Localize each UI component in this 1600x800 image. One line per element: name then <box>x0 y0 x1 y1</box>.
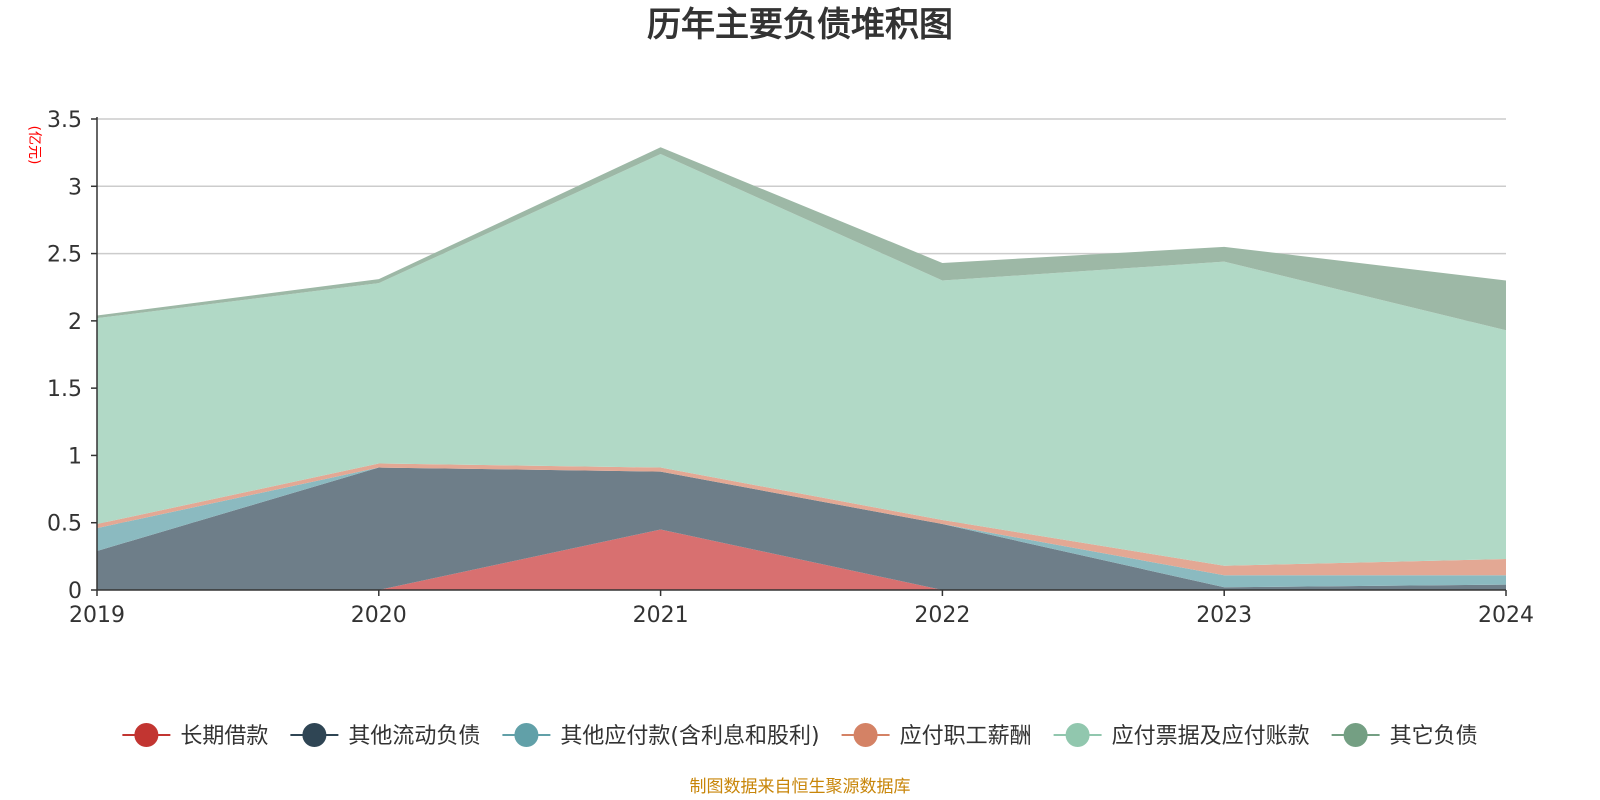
legend-item-6[interactable]: 其它负债 <box>1331 723 1478 749</box>
legend-label: 应付票据及应付账款 <box>1112 724 1310 749</box>
axes: 0 0.5 1 1.5 2 2.5 3 3.5 2019 2020 2021 2022 2023 2024 <box>47 108 1534 628</box>
area-series-5 <box>97 153 1506 566</box>
area-series-3 <box>97 467 1506 588</box>
area-series-2 <box>97 467 1506 590</box>
chart-title: 历年主要负债堆积图 <box>647 5 953 45</box>
legend-marker-icon <box>853 723 878 747</box>
legend-item-3[interactable]: 其他应付款(含利息和股利) <box>502 723 820 749</box>
y-tick-label: 1 <box>68 444 82 469</box>
legend-item-5[interactable]: 应付票据及应付账款 <box>1053 723 1310 749</box>
legend-label: 其他流动负债 <box>348 724 480 749</box>
legend-label: 其他应付款(含利息和股利) <box>560 724 819 749</box>
area-series-layer <box>97 147 1506 590</box>
y-tick-label: 1.5 <box>47 377 82 402</box>
x-tick-label: 2020 <box>351 603 407 628</box>
legend-item-4[interactable]: 应付职工薪酬 <box>841 723 1032 749</box>
x-tick-label: 2019 <box>69 603 125 628</box>
legend: 长期借款 其他流动负债 其他应付款(含利息和股利) 应付职工薪酬 应付票据及应付账款 其它… <box>122 723 1478 749</box>
y-tick-label: 3 <box>68 175 82 200</box>
x-tick-label: 2021 <box>633 603 689 628</box>
legend-label: 长期借款 <box>180 724 268 749</box>
y-tick-label: 2 <box>68 310 82 335</box>
y-tick-label: 0 <box>68 579 82 604</box>
y-tick-label: 3.5 <box>47 108 82 133</box>
legend-marker-icon <box>514 723 539 747</box>
y-tick-label: 0.5 <box>47 512 82 537</box>
y-axis-unit-label: (亿元) <box>26 126 42 165</box>
legend-item-2[interactable]: 其他流动负债 <box>290 723 480 749</box>
legend-label: 应付职工薪酬 <box>900 724 1032 749</box>
x-tick-label: 2022 <box>914 603 970 628</box>
legend-label: 其它负债 <box>1390 724 1478 749</box>
x-tick-label: 2023 <box>1196 603 1252 628</box>
data-source-note: 制图数据来自恒生聚源数据库 <box>690 777 911 797</box>
area-series-4 <box>97 463 1506 576</box>
legend-marker-icon <box>134 723 159 747</box>
x-tick-label: 2024 <box>1478 603 1534 628</box>
legend-marker-icon <box>302 723 327 747</box>
legend-marker-icon <box>1343 723 1368 747</box>
y-tick-label: 2.5 <box>47 243 82 268</box>
legend-marker-icon <box>1065 723 1090 747</box>
legend-item-1[interactable]: 长期借款 <box>122 723 268 749</box>
